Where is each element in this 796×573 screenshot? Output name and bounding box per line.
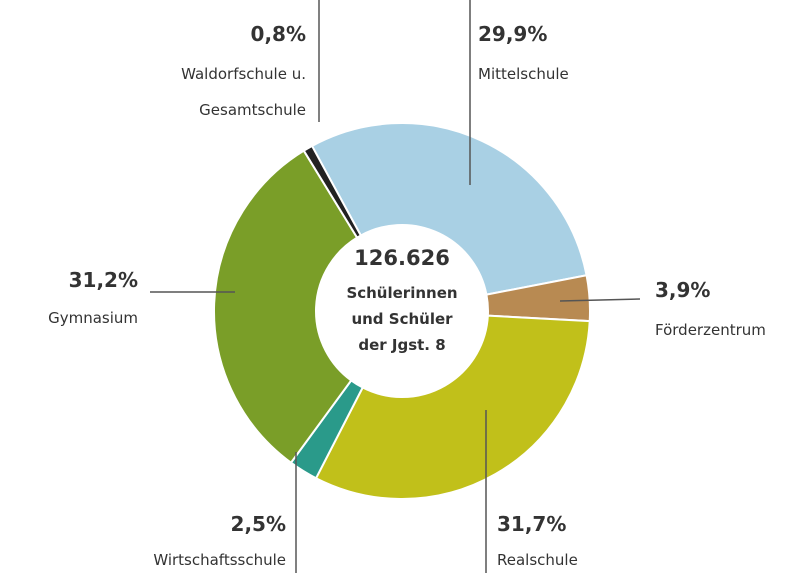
category-label: Gymnasium — [48, 309, 138, 327]
category-label: Realschule — [497, 551, 578, 569]
category-label: Mittelschule — [478, 65, 569, 83]
value-label: 0,8% — [250, 22, 306, 46]
center-line: und Schüler — [351, 310, 453, 328]
center-line: 126.626 — [354, 246, 450, 270]
value-label: 31,2% — [68, 268, 138, 292]
value-label: 3,9% — [655, 278, 711, 302]
category-label: Wirtschaftsschule — [153, 551, 286, 569]
slices — [213, 122, 591, 500]
slice — [213, 149, 359, 465]
value-label: 31,7% — [497, 512, 567, 536]
category-label: Waldorfschule u. Gesamtschule — [181, 65, 306, 119]
slice — [302, 144, 363, 240]
slice — [314, 314, 591, 500]
center-line: Schülerinnen — [346, 284, 457, 302]
category-label: Förderzentrum — [655, 321, 766, 339]
center-line: der Jgst. 8 — [358, 336, 445, 354]
value-label: 29,9% — [478, 22, 548, 46]
slice — [310, 122, 588, 296]
leader-line — [559, 298, 641, 302]
center-text: 126.626 Schülerinnen und Schüler der Jgst. … — [346, 246, 457, 354]
value-label: 2,5% — [230, 512, 286, 536]
